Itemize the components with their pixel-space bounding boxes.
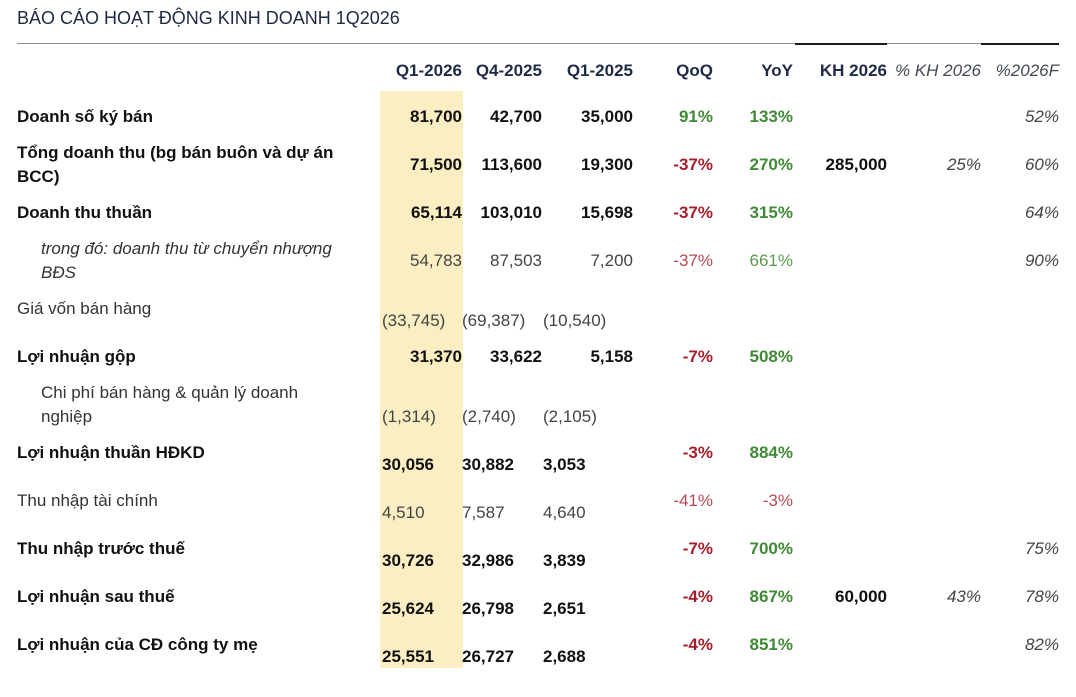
header-q1-2026: Q1-2026	[372, 60, 462, 82]
cell-qoq: -4%	[640, 634, 713, 656]
cell-q1-2025: 15,698	[545, 202, 633, 224]
row-label-line1: Tổng doanh thu (bg bán buôn và dự án	[17, 141, 333, 165]
cell-kh-2026: 60,000	[800, 586, 887, 608]
cell-qoq: -41%	[640, 490, 713, 512]
cell-q4-2025: 42,700	[460, 106, 542, 128]
cell-pct-2026f: 90%	[985, 250, 1059, 272]
report-title: BÁO CÁO HOẠT ĐỘNG KINH DOANH 1Q2026	[17, 8, 400, 29]
cell-qoq: 91%	[640, 106, 713, 128]
cell-q1-2025: 19,300	[545, 154, 633, 176]
cell-q4-2025: (69,387)	[462, 310, 525, 332]
cell-yoy: 661%	[720, 250, 793, 272]
cell-yoy: 270%	[720, 154, 793, 176]
header-pct-kh-2026: % KH 2026	[890, 60, 981, 82]
cell-qoq: -37%	[640, 202, 713, 224]
cell-yoy: 315%	[720, 202, 793, 224]
cell-q4-2025: 113,600	[460, 154, 542, 176]
cell-q1-2025: 7,200	[545, 250, 633, 272]
cell-yoy: 851%	[720, 634, 793, 656]
cell-q1-2026: 25,624	[382, 598, 434, 620]
cell-yoy: -3%	[720, 490, 793, 512]
cell-yoy: 508%	[720, 346, 793, 368]
cell-qoq: -7%	[640, 538, 713, 560]
cell-q4-2025: 32,986	[462, 550, 514, 572]
cell-kh-2026: 285,000	[800, 154, 887, 176]
cell-pct-2026f: 52%	[985, 106, 1059, 128]
cell-qoq: -7%	[640, 346, 713, 368]
row-label: Giá vốn bán hàng	[17, 297, 151, 321]
cell-pct-kh-2026: 43%	[890, 586, 981, 608]
plan-header-rule	[795, 43, 887, 45]
cell-q1-2026: 31,370	[380, 346, 462, 368]
row-label: Doanh thu thuần	[17, 201, 152, 225]
header-kh-2026: KH 2026	[800, 60, 887, 82]
cell-yoy: 133%	[720, 106, 793, 128]
cell-q1-2026: 30,726	[382, 550, 434, 572]
cell-q1-2026: (1,314)	[382, 406, 436, 428]
cell-q1-2025: (10,540)	[543, 310, 606, 332]
header-q1-2025: Q1-2025	[545, 60, 633, 82]
cell-q4-2025: 103,010	[460, 202, 542, 224]
cell-pct-2026f: 64%	[985, 202, 1059, 224]
cell-qoq: -3%	[640, 442, 713, 464]
header-yoy: YoY	[720, 60, 793, 82]
row-label: Lợi nhuận sau thuế	[17, 585, 175, 609]
cell-qoq: -4%	[640, 586, 713, 608]
row-label-line2: BCC)	[17, 165, 60, 189]
row-label: Thu nhập trước thuế	[17, 537, 185, 561]
cell-pct-2026f: 78%	[985, 586, 1059, 608]
cell-qoq: -37%	[640, 250, 713, 272]
header-q4-2025: Q4-2025	[460, 60, 542, 82]
cell-qoq: -37%	[640, 154, 713, 176]
cell-pct-2026f: 75%	[985, 538, 1059, 560]
cell-pct-2026f: 82%	[985, 634, 1059, 656]
row-label-line1: Chi phí bán hàng & quản lý doanh	[41, 381, 298, 405]
header-qoq: QoQ	[640, 60, 713, 82]
cell-q4-2025: 26,727	[462, 646, 514, 668]
row-label-line2: BĐS	[41, 261, 76, 285]
cell-q4-2025: 7,587	[462, 502, 505, 524]
cell-q1-2025: 3,839	[543, 550, 586, 572]
cell-q4-2025: (2,740)	[462, 406, 516, 428]
cell-q1-2026: 54,783	[380, 250, 462, 272]
cell-q1-2026: 4,510	[382, 502, 425, 524]
row-label-line1: trong đó: doanh thu từ chuyển nhượng	[41, 237, 332, 261]
row-label-line2: nghiệp	[41, 405, 92, 429]
cell-q1-2026: 30,056	[382, 454, 434, 476]
cell-q1-2025: (2,105)	[543, 406, 597, 428]
cell-yoy: 700%	[720, 538, 793, 560]
cell-q4-2025: 26,798	[462, 598, 514, 620]
row-label: Lợi nhuận của CĐ công ty mẹ	[17, 633, 258, 657]
cell-pct-kh-2026: 25%	[890, 154, 981, 176]
row-label: Thu nhập tài chính	[17, 489, 158, 513]
cell-q1-2026: 25,551	[382, 646, 434, 668]
cell-q4-2025: 30,882	[462, 454, 514, 476]
row-label: Doanh số ký bán	[17, 105, 153, 129]
cell-q1-2025: 2,688	[543, 646, 586, 668]
title-divider	[17, 43, 1059, 44]
cell-pct-2026f: 60%	[985, 154, 1059, 176]
header-pct-2026f: %2026F	[985, 60, 1059, 82]
cell-yoy: 884%	[720, 442, 793, 464]
cell-q4-2025: 87,503	[460, 250, 542, 272]
cell-q1-2025: 4,640	[543, 502, 586, 524]
row-label: Lợi nhuận thuần HĐKD	[17, 441, 205, 465]
cell-q1-2026: 81,700	[380, 106, 462, 128]
cell-q4-2025: 33,622	[460, 346, 542, 368]
cell-q1-2025: 2,651	[543, 598, 586, 620]
cell-q1-2026: (33,745)	[382, 310, 445, 332]
forecast-header-rule	[981, 43, 1059, 45]
cell-q1-2026: 71,500	[380, 154, 462, 176]
cell-q1-2025: 5,158	[545, 346, 633, 368]
q1-2026-highlight-column	[380, 91, 463, 668]
row-label: Lợi nhuận gộp	[17, 345, 136, 369]
cell-q1-2025: 3,053	[543, 454, 586, 476]
cell-q1-2025: 35,000	[545, 106, 633, 128]
cell-q1-2026: 65,114	[380, 202, 462, 224]
cell-yoy: 867%	[720, 586, 793, 608]
